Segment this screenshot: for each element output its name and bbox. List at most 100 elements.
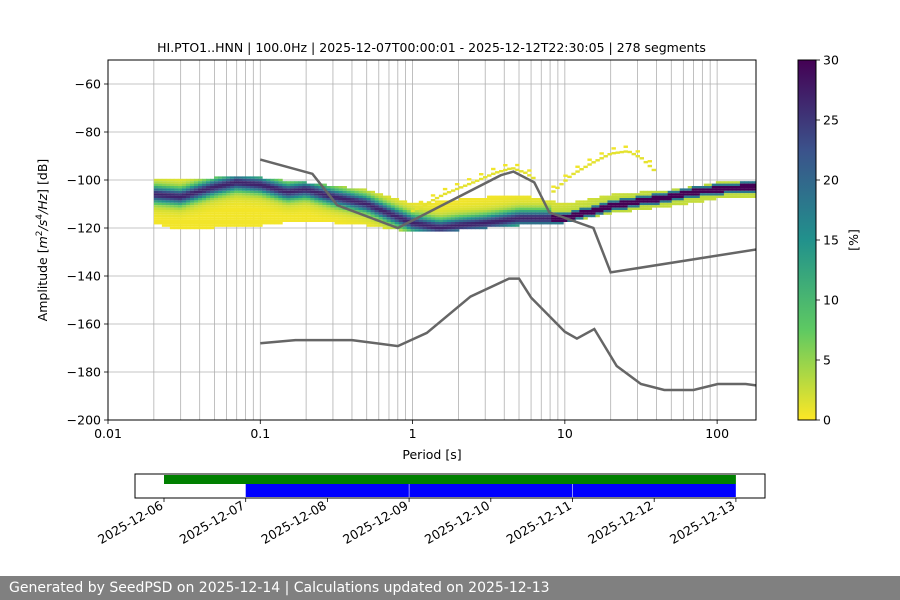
heatmap-cell <box>189 188 195 191</box>
heatmap-cell <box>667 205 673 208</box>
heatmap-cell <box>262 186 267 189</box>
heatmap-cell <box>326 202 331 206</box>
heatmap-cell <box>627 202 632 206</box>
heatmap-cell <box>623 210 628 213</box>
heatmap-cell <box>402 202 408 206</box>
heatmap-cell <box>595 210 600 213</box>
heatmap-cell <box>266 202 271 206</box>
heatmap-cell <box>422 214 428 218</box>
heatmap-cell <box>643 205 649 208</box>
heatmap-cell <box>234 207 239 210</box>
heatmap-cell <box>382 195 388 198</box>
heatmap-cell <box>222 205 227 208</box>
heatmap-cell <box>173 198 179 201</box>
heatmap-cell <box>274 195 279 198</box>
heatmap-cell <box>234 190 239 194</box>
heatmap-cell <box>290 186 295 189</box>
heatmap-cell <box>334 188 339 191</box>
heatmap-cell <box>314 183 319 186</box>
heatmap-cell <box>262 217 267 220</box>
heatmap-cell <box>430 194 436 197</box>
heatmap-cell <box>278 202 283 206</box>
heatmap-cell <box>246 186 251 189</box>
heatmap-cell <box>495 224 500 227</box>
heatmap-cell <box>334 207 339 210</box>
heatmap-cell <box>366 224 372 227</box>
heatmap-cell <box>234 217 239 220</box>
heatmap-cell <box>547 219 552 222</box>
heatmap-cell <box>507 210 512 213</box>
heatmap-cell <box>671 190 677 194</box>
heatmap-cell <box>302 212 307 215</box>
heatmap-cell <box>635 207 640 210</box>
heatmap-cell <box>627 195 632 198</box>
heatmap-cell <box>250 212 255 215</box>
heatmap-cell <box>675 202 681 206</box>
heatmap-cell <box>507 200 512 203</box>
heatmap-cell <box>254 219 259 222</box>
heatmap-cell <box>218 207 223 210</box>
heatmap-cell <box>169 222 175 225</box>
heatmap-cell <box>157 217 163 220</box>
heatmap-cell <box>282 214 287 218</box>
heatmap-cell <box>362 195 368 198</box>
ylabel-unit: m <box>35 236 50 248</box>
heatmap-cell <box>302 181 307 184</box>
heatmap-cell <box>543 214 548 218</box>
heatmap-cell <box>390 207 396 210</box>
heatmap-cell <box>454 217 460 220</box>
heatmap-cell <box>202 193 207 196</box>
heatmap-cell <box>226 202 231 206</box>
heatmap-cell <box>639 198 644 201</box>
heatmap-cell <box>559 205 564 208</box>
heatmap-cell <box>282 190 287 194</box>
heatmap-cell <box>446 217 452 220</box>
heatmap-cell <box>282 200 287 203</box>
heatmap-cell <box>563 219 568 222</box>
heatmap-cell <box>430 214 436 218</box>
heatmap-cell <box>651 190 657 194</box>
heatmap-cell <box>346 202 351 206</box>
heatmap-cell <box>185 190 191 194</box>
heatmap-cell <box>334 195 339 198</box>
heatmap-cell <box>667 198 673 201</box>
heatmap-cell <box>386 207 392 210</box>
heatmap-cell <box>631 195 636 198</box>
heatmap-cell <box>555 207 560 210</box>
heatmap-cell <box>398 207 404 210</box>
heatmap-cell <box>454 222 460 225</box>
heatmap-cell <box>346 212 351 215</box>
heatmap-cell <box>523 210 528 213</box>
heatmap-cell <box>386 222 392 225</box>
heatmap-cell <box>531 212 536 215</box>
y-axis-label: Amplitude [m2/s4/Hz] [dB] <box>35 159 50 322</box>
heatmap-cell <box>290 202 295 206</box>
heatmap-cell <box>438 219 444 222</box>
heatmap-cell <box>426 205 432 208</box>
heatmap-cell <box>410 226 416 230</box>
heatmap-cell <box>298 188 303 191</box>
heatmap-cell <box>342 202 347 206</box>
y-tick-label: −200 <box>67 413 101 428</box>
heatmap-cell <box>474 198 480 201</box>
heatmap-cell <box>334 217 339 220</box>
heatmap-cell <box>551 210 556 213</box>
heatmap-cell <box>499 205 504 208</box>
heatmap-cell <box>358 214 363 218</box>
heatmap-cell <box>555 205 560 208</box>
heatmap-cell <box>234 210 239 213</box>
heatmap-cell <box>314 214 319 218</box>
heatmap-cell <box>386 198 392 201</box>
heatmap-cell <box>202 222 207 225</box>
heatmap-cell <box>310 214 315 218</box>
heatmap-cell <box>242 214 247 218</box>
heatmap-cell <box>751 188 756 191</box>
heatmap-cell <box>338 188 343 191</box>
heatmap-cell <box>491 207 496 210</box>
heatmap-cell <box>185 214 191 218</box>
heatmap-cell <box>266 198 271 201</box>
heatmap-cell <box>161 188 167 191</box>
heatmap-cell <box>230 176 235 179</box>
heatmap-cell <box>631 200 636 203</box>
heatmap-cell <box>366 190 372 194</box>
